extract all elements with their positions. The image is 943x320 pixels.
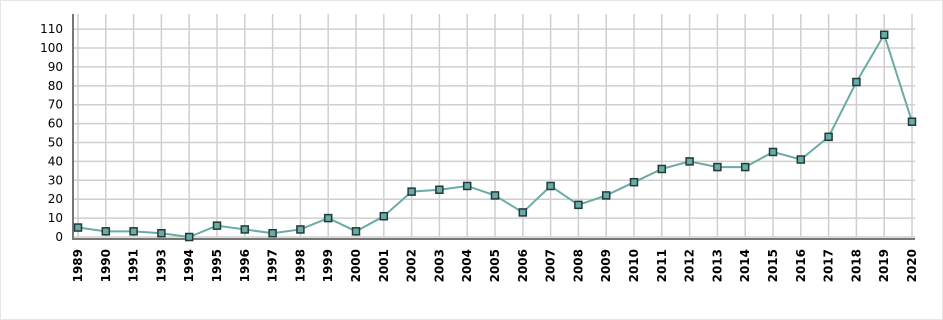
x-tick-label: 1989: [71, 249, 85, 282]
y-tick-label: 100: [40, 41, 63, 55]
point: [379, 211, 389, 221]
x-tick-label: 1996: [238, 249, 252, 282]
y-tick-label: 70: [48, 98, 63, 112]
point: [740, 162, 750, 172]
point: [351, 227, 361, 236]
point: [296, 225, 305, 234]
point: [101, 227, 111, 236]
x-tick-label: 2018: [849, 249, 863, 282]
x-tick-label: 2014: [738, 249, 752, 282]
x-tick-label: 2008: [571, 249, 585, 282]
y-tick-label: 30: [48, 173, 63, 187]
x-tick-label: 2013: [710, 249, 724, 282]
x-tick-label: 2011: [655, 249, 669, 282]
point: [212, 221, 222, 230]
point: [685, 157, 694, 166]
point: [268, 228, 277, 238]
x-tick-label: 2001: [377, 249, 391, 282]
x-tick-label: 1999: [321, 249, 335, 282]
point: [129, 227, 138, 236]
point: [879, 30, 889, 40]
point: [657, 164, 667, 174]
x-tick-label: 1998: [293, 249, 307, 282]
point: [601, 191, 611, 200]
point: [574, 200, 583, 210]
x-tick-label: 2017: [822, 249, 836, 282]
point: [629, 177, 639, 187]
y-tick-label: 60: [48, 117, 63, 131]
x-tick-label: 2004: [460, 249, 474, 282]
point: [184, 232, 194, 242]
x-tick-label: 2006: [516, 249, 530, 282]
y-tick-label: 50: [48, 136, 63, 150]
x-tick-label: 1993: [154, 249, 168, 282]
x-tick-label: 2005: [488, 249, 502, 282]
y-tick-label: 110: [40, 22, 63, 36]
point: [323, 213, 333, 223]
point: [73, 223, 83, 232]
point: [824, 132, 833, 142]
x-tick-label: 1995: [210, 249, 224, 282]
y-tick-label: 40: [48, 154, 63, 168]
point: [852, 77, 861, 87]
x-tick-label: 1994: [182, 249, 196, 282]
x-tick-label: 2003: [432, 249, 446, 282]
point: [157, 228, 166, 238]
x-tick-label: 2020: [905, 249, 919, 282]
x-tick-label: 2000: [349, 249, 363, 282]
y-tick-label: 80: [48, 79, 63, 93]
x-tick-label: 2002: [405, 249, 419, 282]
x-tick-label: 2007: [544, 249, 558, 282]
y-tick-label: 90: [48, 60, 63, 74]
point: [907, 117, 917, 126]
point: [713, 162, 722, 172]
x-tick-label: 2016: [794, 249, 808, 282]
point: [435, 185, 444, 195]
x-tick-label: 2012: [683, 249, 697, 282]
y-tick-label: 20: [48, 192, 63, 206]
point: [546, 181, 555, 191]
y-tick-label: 0: [55, 230, 63, 244]
x-tick-label: 2019: [877, 249, 891, 282]
x-tick-label: 1997: [266, 249, 280, 282]
y-tick-label: 10: [48, 211, 63, 225]
point: [407, 187, 416, 196]
point: [518, 208, 528, 217]
point: [240, 225, 250, 234]
x-tick-label: 2009: [599, 249, 613, 282]
point: [768, 147, 778, 157]
x-tick-label: 2010: [627, 249, 641, 282]
x-tick-label: 1991: [127, 249, 141, 282]
x-tick-label: 2015: [766, 249, 780, 282]
point: [490, 191, 500, 200]
x-tick-label: 1990: [99, 249, 113, 282]
point: [462, 181, 472, 191]
point: [796, 155, 806, 164]
